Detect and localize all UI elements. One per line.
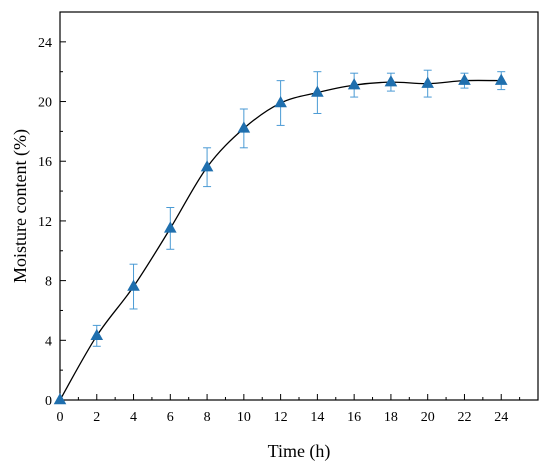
y-tick-label: 20	[38, 96, 52, 111]
data-point	[237, 121, 251, 133]
x-axis-title: Time (h)	[268, 441, 331, 462]
y-tick-label: 16	[38, 155, 52, 170]
x-tick-label: 0	[57, 410, 64, 425]
data-point	[127, 279, 140, 291]
y-tick-label: 4	[45, 334, 52, 349]
x-tick-label: 4	[130, 410, 137, 425]
data-point	[164, 221, 177, 233]
data-point	[274, 96, 287, 108]
data-point	[458, 73, 471, 85]
y-tick-label: 12	[38, 215, 52, 230]
y-tick-label: 0	[45, 394, 52, 409]
x-tick-label: 22	[457, 410, 471, 425]
data-point	[311, 85, 324, 97]
y-axis-title: Moisture content (%)	[10, 129, 31, 283]
data-point	[421, 76, 434, 88]
x-tick-label: 8	[204, 410, 211, 425]
y-tick-label: 24	[38, 36, 52, 51]
y-tick-label: 8	[45, 275, 52, 290]
x-tick-label: 2	[93, 410, 100, 425]
fit-curve	[59, 79, 502, 401]
x-tick-label: 10	[237, 410, 251, 425]
x-tick-label: 24	[494, 410, 508, 425]
data-point	[53, 393, 67, 405]
data-point	[494, 73, 508, 85]
x-tick-label: 12	[274, 410, 288, 425]
data-point	[347, 78, 361, 90]
x-tick-label: 18	[384, 410, 398, 425]
data-point	[200, 160, 214, 172]
x-tick-label: 20	[421, 410, 435, 425]
data-point	[384, 75, 398, 87]
x-tick-label: 14	[310, 410, 324, 425]
x-tick-label: 6	[167, 410, 174, 425]
data-point	[90, 328, 104, 341]
plot-frame	[59, 11, 539, 401]
x-tick-label: 16	[347, 410, 361, 425]
